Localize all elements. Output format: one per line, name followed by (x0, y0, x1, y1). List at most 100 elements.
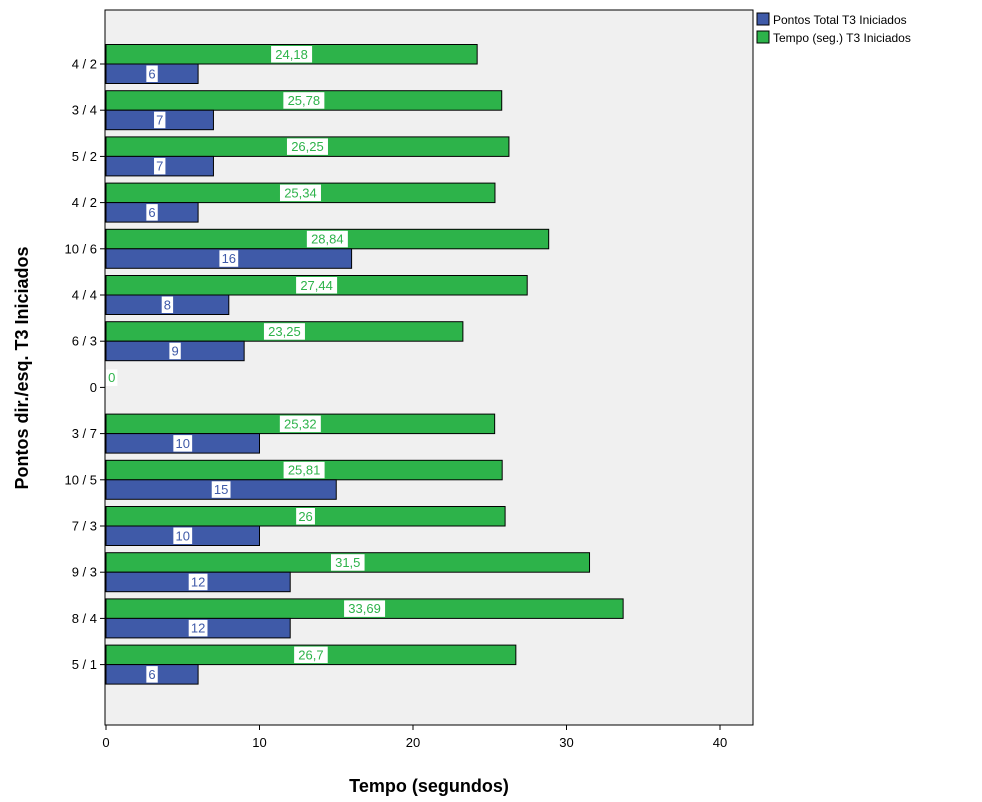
data-label-tempo-background (296, 508, 315, 525)
data-label-pontos-group: 16 (219, 250, 239, 267)
data-label-pontos-group: 6 (146, 65, 158, 82)
data-label-pontos-background (154, 111, 166, 129)
y-tick-label: 4 / 4 (72, 288, 97, 303)
x-tick-label: 10 (252, 735, 266, 750)
data-label-tempo-group: 25,32 (279, 415, 321, 433)
data-label-pontos-background (188, 573, 208, 591)
y-axis-title: Pontos dir./esq. T3 Iniciados (12, 246, 32, 489)
data-label-tempo-group: 33,69 (344, 600, 386, 617)
data-label-tempo-group: 0 (106, 369, 118, 386)
data-label-tempo-background (344, 600, 386, 617)
data-label-tempo-background (271, 46, 313, 63)
data-label-tempo-background (306, 230, 348, 248)
data-label-pontos-group: 12 (188, 619, 208, 637)
y-tick-label: 10 / 6 (64, 241, 97, 256)
data-label-pontos-background (161, 296, 174, 313)
data-label-pontos: 10 (176, 436, 190, 451)
y-tick-label: 5 / 2 (72, 149, 97, 164)
data-label-tempo-background (263, 323, 305, 340)
data-label-tempo-group: 23,25 (263, 323, 305, 340)
data-label-tempo-group: 27,44 (296, 277, 338, 294)
y-tick-label: 5 / 1 (72, 657, 97, 672)
y-tick-label: 3 / 4 (72, 103, 97, 118)
data-label-pontos-group: 6 (146, 666, 158, 683)
x-tick-label: 20 (406, 735, 420, 750)
data-label-pontos-background (173, 435, 193, 452)
x-tick-label: 30 (559, 735, 573, 750)
data-label-pontos: 7 (156, 112, 163, 127)
data-label-tempo: 27,44 (300, 278, 333, 293)
data-label-pontos-group: 12 (188, 573, 208, 591)
data-label-pontos-group: 8 (161, 296, 174, 313)
data-label-tempo-background (294, 646, 328, 664)
data-label-pontos: 6 (148, 667, 155, 682)
data-label-pontos: 12 (191, 574, 205, 589)
data-label-pontos-background (188, 619, 208, 637)
data-label-pontos-background (146, 204, 158, 221)
bars-group: 24,18 6 25,78 7 26,25 7 25,34 6 28,84 16 27,44 8 23,… (105, 44, 624, 685)
x-tick-label: 40 (713, 735, 727, 750)
data-label-tempo-group: 26,25 (286, 138, 328, 155)
data-label-pontos-background (146, 666, 158, 683)
data-label-pontos: 12 (191, 621, 205, 636)
data-label-tempo: 24,18 (275, 47, 308, 62)
data-label-pontos-group: 7 (154, 111, 166, 129)
data-label-tempo: 25,78 (288, 93, 321, 108)
data-label-pontos: 6 (148, 66, 155, 81)
y-tick-label: 7 / 3 (72, 519, 97, 534)
legend-swatch (756, 30, 770, 44)
data-label-pontos-group: 10 (173, 527, 193, 544)
y-tick-label: 9 / 3 (72, 565, 97, 580)
y-tick-label: 4 / 2 (72, 57, 97, 72)
y-tick-label: 8 / 4 (72, 611, 97, 626)
data-label-pontos-group: 9 (169, 342, 181, 360)
y-tick-label: 10 / 5 (64, 472, 97, 487)
y-tick-label: 3 / 7 (72, 426, 97, 441)
data-label-pontos-background (169, 342, 181, 360)
data-label-tempo-group: 25,78 (283, 92, 325, 109)
legend-label: Pontos Total T3 Iniciados (773, 13, 907, 27)
data-label-pontos: 15 (214, 482, 228, 497)
data-label-pontos-group: 10 (173, 435, 193, 452)
data-label-tempo-background (330, 554, 365, 571)
data-label-tempo-group: 31,5 (330, 554, 365, 571)
data-label-pontos: 6 (148, 205, 155, 220)
data-label-pontos: 16 (222, 251, 236, 266)
data-label-tempo-background (279, 415, 321, 433)
data-label-pontos-background (211, 481, 231, 498)
data-label-tempo: 25,32 (284, 416, 317, 431)
data-label-tempo-background (283, 92, 325, 109)
data-label-tempo: 26,25 (291, 139, 324, 154)
data-label-tempo: 33,69 (348, 601, 381, 616)
data-label-tempo-group: 26,7 (294, 646, 328, 664)
legend-label: Tempo (seg.) T3 Iniciados (773, 31, 911, 45)
y-axis: 4 / 2 3 / 4 5 / 2 4 / 2 10 / 6 4 / 4 6 / 3 0 3 /… (64, 57, 105, 672)
data-label-tempo: 31,5 (335, 555, 360, 570)
data-label-pontos-group: 6 (146, 204, 158, 221)
data-label-pontos-background (173, 527, 193, 544)
data-label-tempo: 25,81 (288, 463, 321, 478)
data-label-pontos-background (146, 65, 158, 82)
data-label-pontos: 9 (171, 343, 178, 358)
x-axis: 0 10 20 30 40 (102, 725, 727, 750)
data-label-tempo: 23,25 (268, 324, 301, 339)
data-label-pontos-background (219, 250, 239, 267)
x-tick-label: 0 (102, 735, 109, 750)
data-label-pontos-background (154, 157, 166, 175)
data-label-tempo-group: 24,18 (271, 46, 313, 63)
data-label-tempo-background (296, 277, 338, 294)
y-tick-label: 4 / 2 (72, 195, 97, 210)
data-label-tempo-background (283, 461, 325, 479)
x-axis-title: Tempo (segundos) (349, 776, 509, 796)
legend-swatch (756, 12, 770, 26)
data-label-tempo-group: 28,84 (306, 230, 348, 248)
data-label-pontos-group: 7 (154, 157, 166, 175)
data-label-tempo: 25,34 (284, 185, 317, 200)
y-tick-label: 0 (90, 380, 97, 395)
data-label-tempo-group: 25,34 (279, 184, 321, 202)
data-label-tempo: 26,7 (298, 647, 323, 662)
legend: Pontos Total T3 Iniciados Tempo (seg.) T3… (756, 12, 911, 45)
data-label-tempo-background (279, 184, 321, 202)
data-label-pontos: 8 (164, 297, 171, 312)
